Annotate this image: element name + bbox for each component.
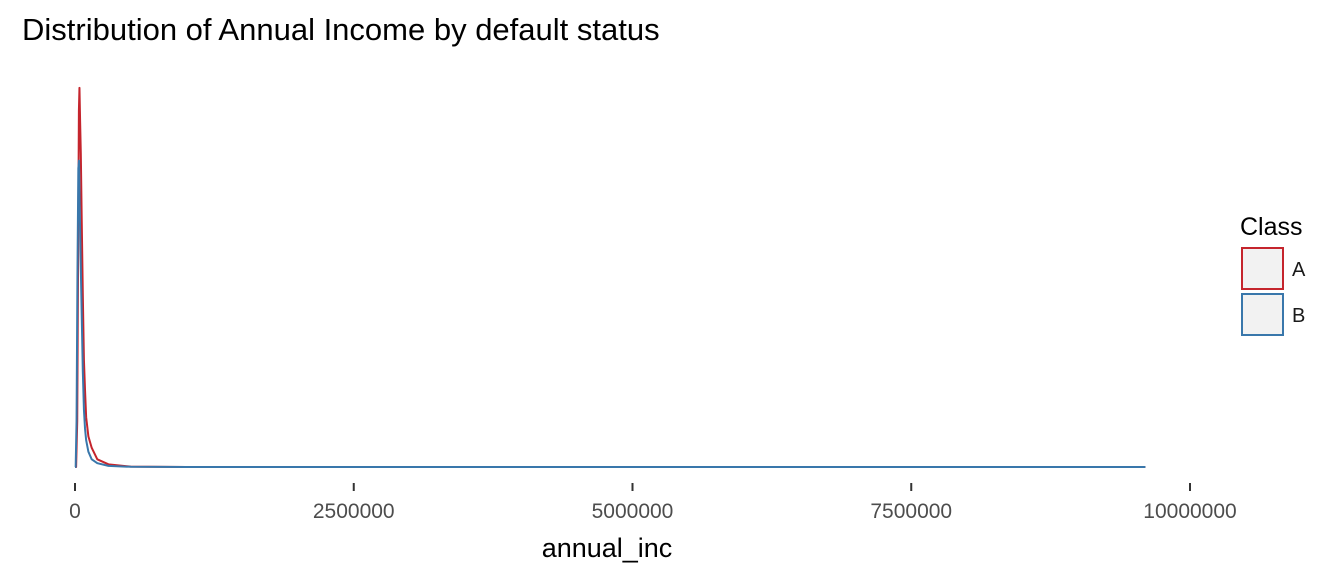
legend: Class AB xyxy=(1240,213,1306,336)
legend-title: Class xyxy=(1240,213,1303,241)
x-tick-label: 2500000 xyxy=(313,500,395,523)
legend-key-a xyxy=(1241,247,1284,290)
x-axis-title: annual_inc xyxy=(542,533,673,563)
chart-title: Distribution of Annual Income by default… xyxy=(22,12,660,47)
x-tick-label: 10000000 xyxy=(1143,500,1236,523)
x-tick-label: 5000000 xyxy=(592,500,674,523)
series-line-a xyxy=(75,86,1146,468)
legend-label-a: A xyxy=(1292,259,1306,281)
legend-label-b: B xyxy=(1292,305,1305,327)
legend-key-b xyxy=(1241,293,1284,336)
x-tick-label: 7500000 xyxy=(870,500,952,523)
x-tick-label: 0 xyxy=(69,500,81,523)
series-line-b xyxy=(74,159,1146,468)
series-layer xyxy=(74,86,1146,468)
x-axis: 0 2500000 5000000 7500000 10000000 xyxy=(69,483,1237,523)
legend-entries: AB xyxy=(1241,247,1306,336)
